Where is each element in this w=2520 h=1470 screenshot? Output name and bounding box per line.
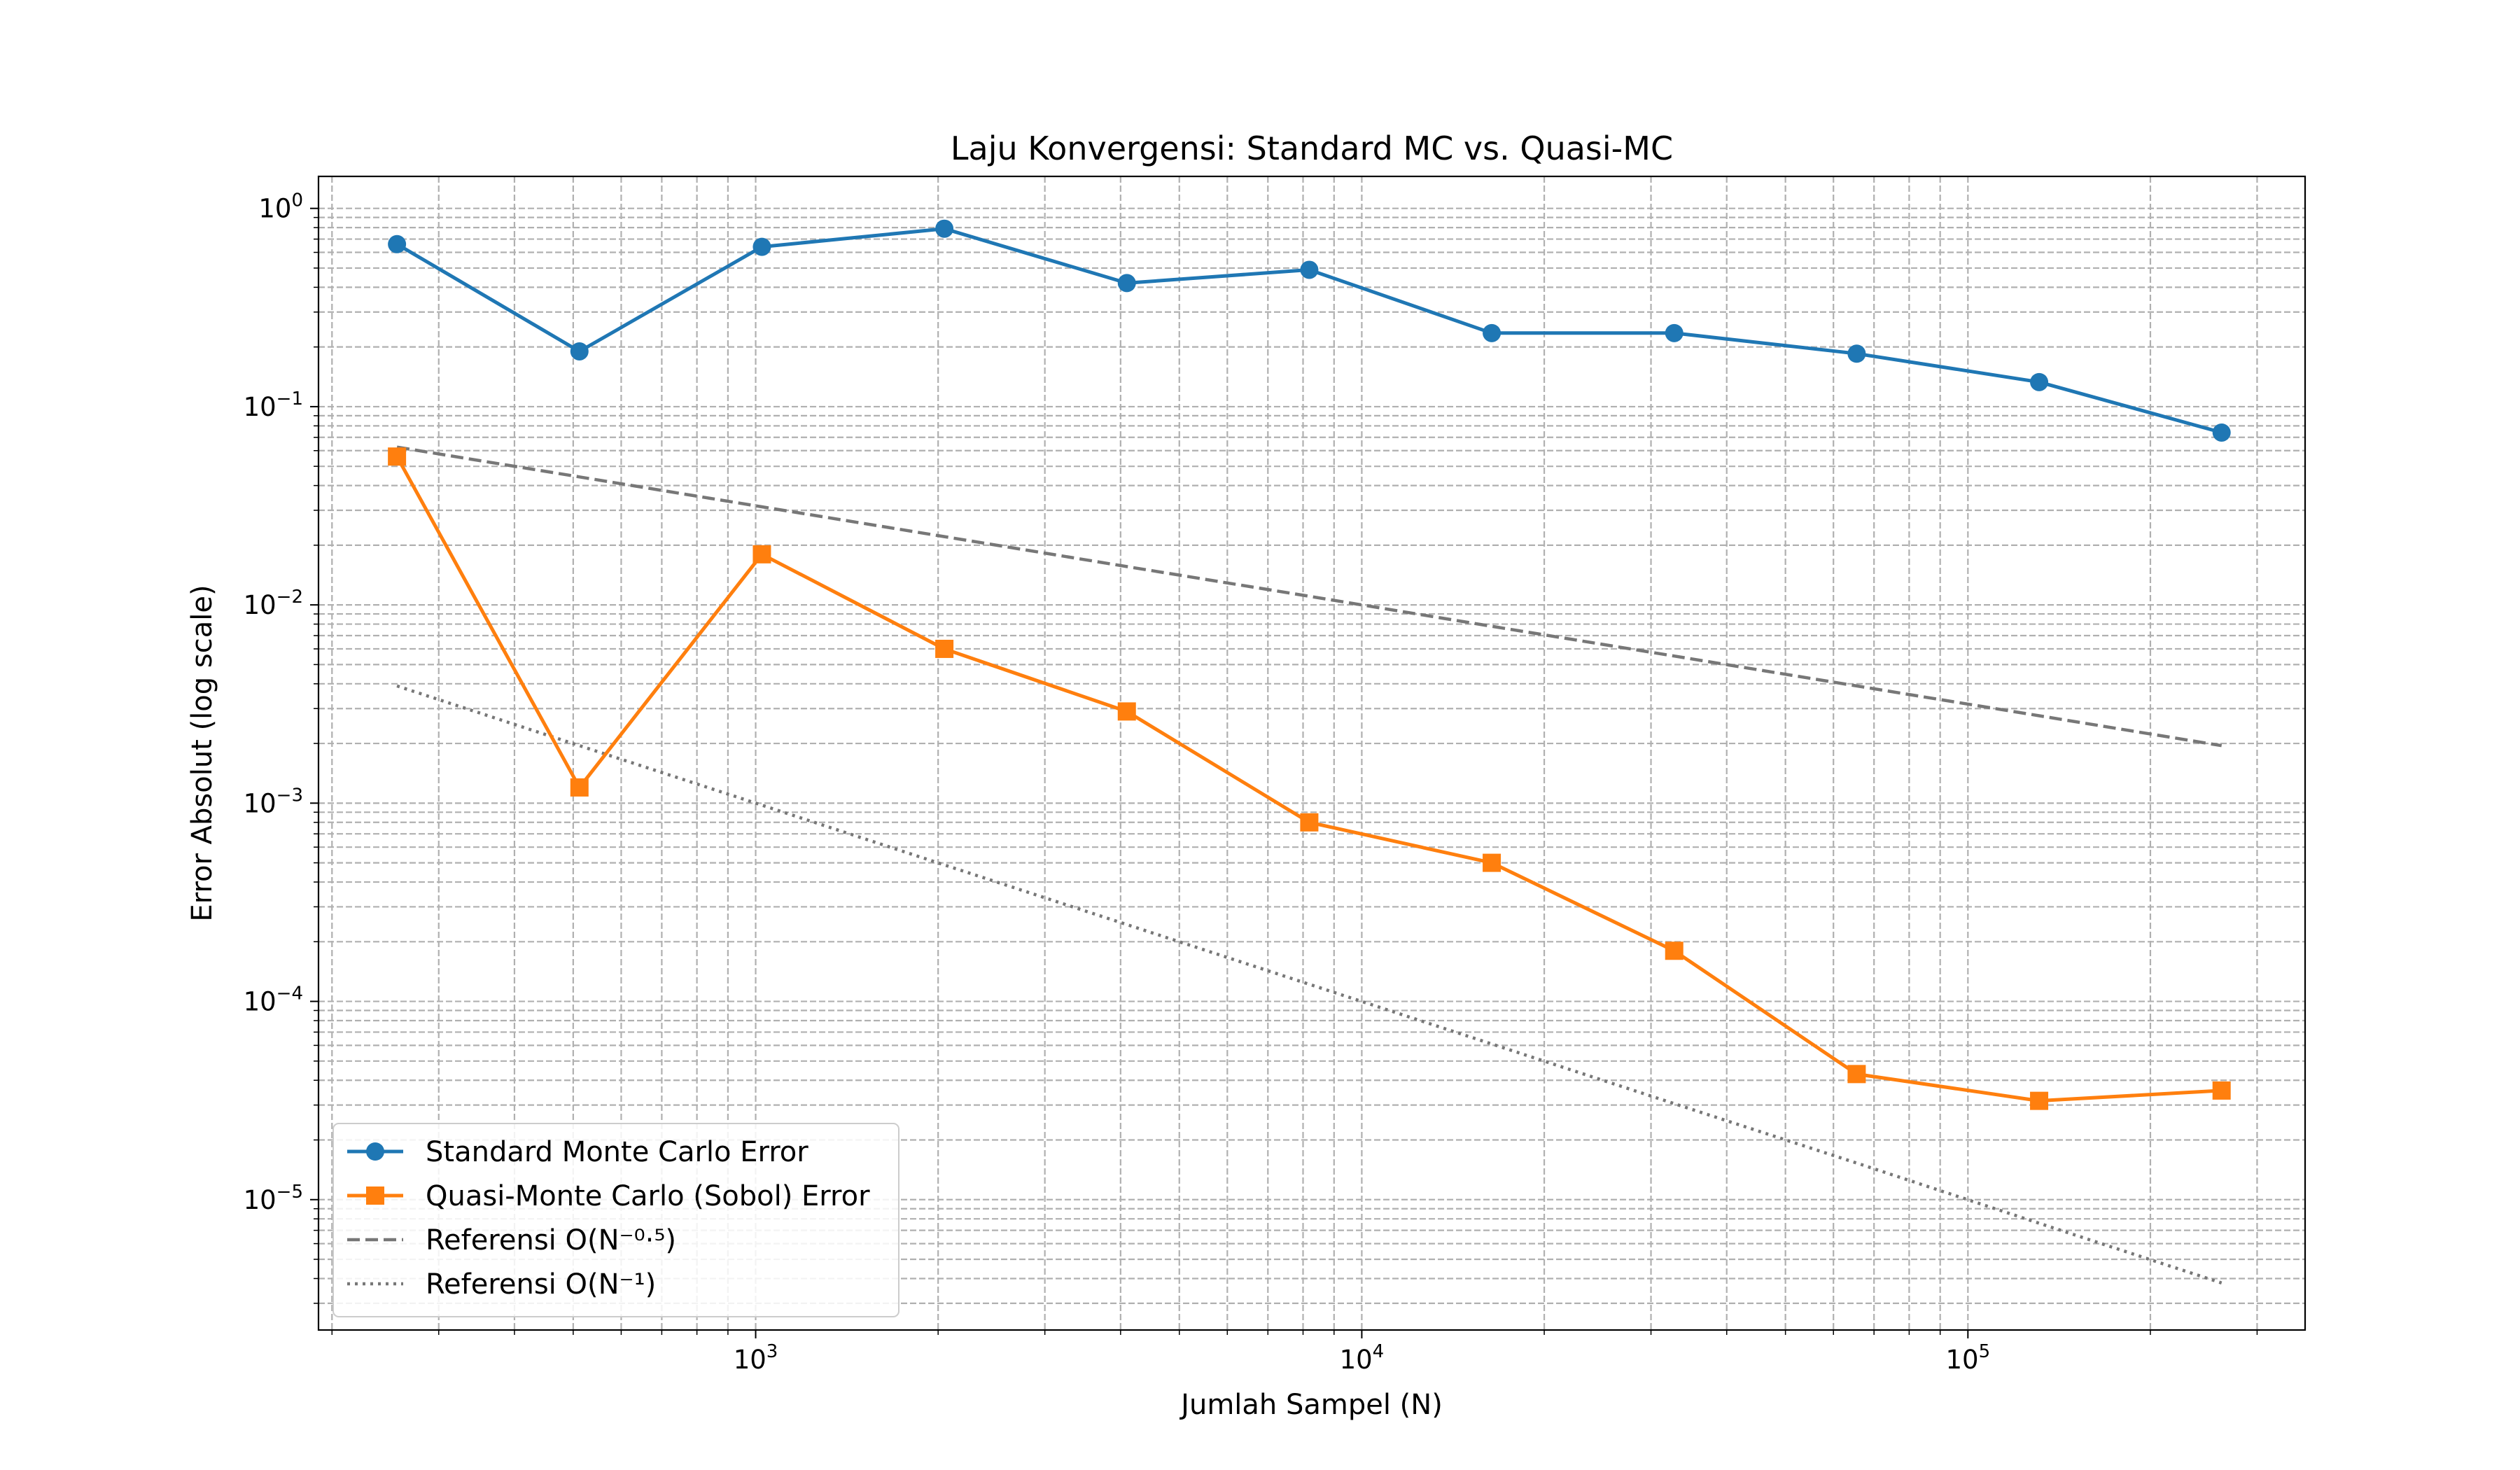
- legend-label: Quasi-Monte Carlo (Sobol) Error: [426, 1180, 870, 1212]
- legend-swatch-marker: [366, 1186, 384, 1205]
- data-point: [752, 237, 771, 256]
- series-line: [396, 445, 2222, 748]
- data-point: [2212, 423, 2231, 442]
- y-tick-label: 10−4: [244, 983, 303, 1017]
- data-point: [2212, 1081, 2231, 1100]
- x-tick-label: 103: [734, 1341, 778, 1375]
- data-point: [935, 219, 954, 238]
- data-point: [1847, 344, 1866, 363]
- x-axis-label: Jumlah Sampel (N): [1179, 1389, 1443, 1421]
- data-point: [1483, 323, 1502, 342]
- plot-frame: [317, 175, 2306, 1331]
- series-2: [388, 447, 2231, 1110]
- y-tick-label: 100: [258, 190, 303, 224]
- y-tick-label: 10−1: [244, 388, 303, 422]
- series-1: [388, 219, 2231, 442]
- y-tick-label: 10−2: [244, 587, 303, 620]
- data-point: [1117, 274, 1136, 293]
- data-point: [1665, 941, 1684, 960]
- data-point: [2030, 372, 2049, 391]
- data-point: [388, 447, 407, 466]
- data-point: [2030, 1091, 2049, 1110]
- ticks: 103 104 105 100 10−1 10−2 10−3 10−4 10−5: [244, 190, 2258, 1375]
- legend-label: Referensi O(N⁻⁰·⁵): [426, 1224, 676, 1256]
- data-point: [570, 778, 589, 797]
- data-point: [1300, 260, 1319, 279]
- data-point: [388, 234, 407, 253]
- legend-box: [332, 1123, 899, 1317]
- legend: Standard Monte Carlo Error Quasi-Monte Ca…: [332, 1123, 899, 1317]
- x-tick-label: 104: [1340, 1341, 1385, 1375]
- legend-swatch-marker: [366, 1142, 384, 1161]
- series-3: [396, 445, 2222, 748]
- series-layer: [388, 219, 2231, 1284]
- data-point: [570, 342, 589, 360]
- legend-label: Referensi O(N⁻¹): [426, 1268, 656, 1301]
- data-point: [1665, 323, 1684, 342]
- x-tick-label: 105: [1945, 1341, 1990, 1375]
- data-point: [1483, 853, 1502, 872]
- y-axis-label: Error Absolut (log scale): [186, 584, 218, 921]
- data-point: [1117, 702, 1136, 721]
- chart-title: Laju Konvergensi: Standard MC vs. Quasi-…: [951, 130, 1673, 167]
- data-point: [1847, 1065, 1866, 1084]
- y-tick-label: 10−5: [244, 1182, 303, 1215]
- legend-label: Standard Monte Carlo Error: [426, 1136, 808, 1168]
- y-tick-label: 10−3: [244, 785, 303, 818]
- data-point: [752, 545, 771, 564]
- data-point: [1300, 813, 1319, 832]
- data-point: [935, 639, 954, 658]
